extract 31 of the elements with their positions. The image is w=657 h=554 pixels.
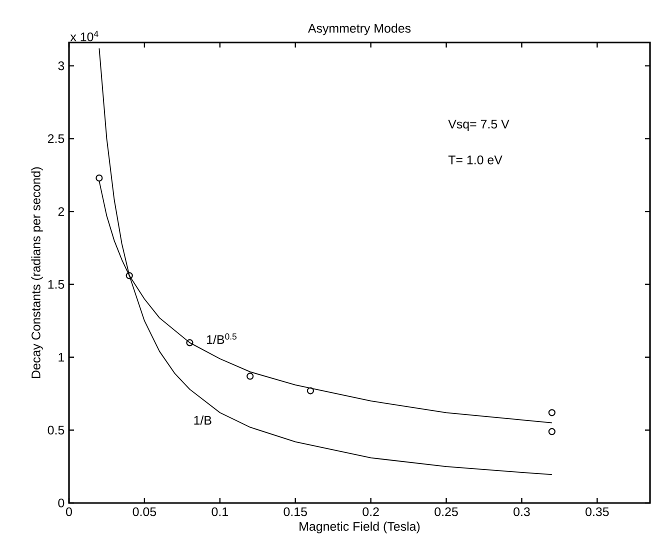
y-tick-label: 2.5 bbox=[48, 134, 64, 144]
point bbox=[548, 409, 556, 416]
y-tick-label: 3 bbox=[58, 61, 64, 70]
x-tick-label: 0.35 bbox=[586, 507, 609, 516]
annotation: T= 1.0 eV bbox=[448, 156, 502, 164]
y-tick-label: 2 bbox=[58, 207, 64, 216]
x-tick-label: 0.05 bbox=[132, 507, 156, 516]
line-series bbox=[98, 48, 552, 476]
point bbox=[548, 428, 556, 436]
x-tick-label: 0.25 bbox=[434, 507, 458, 516]
y-tick-label: 1.5 bbox=[48, 280, 64, 289]
annotation: Vsq= 7.5 V bbox=[448, 120, 510, 131]
point bbox=[306, 387, 314, 394]
annotation: 1/B bbox=[194, 416, 212, 425]
y-tick-label: 0.5 bbox=[48, 426, 64, 435]
chart-title: Asymmetry Modes bbox=[308, 24, 411, 36]
x-tick-label: 0.3 bbox=[514, 507, 530, 516]
y-tick-label: 1 bbox=[58, 352, 64, 362]
point bbox=[126, 272, 133, 280]
point bbox=[96, 174, 103, 182]
point bbox=[246, 372, 254, 380]
y-tick-label: 0 bbox=[58, 498, 64, 508]
x-tick-label: 0.1 bbox=[212, 507, 228, 516]
x-tick-label: 0.2 bbox=[362, 507, 379, 516]
y-axis-title: Decay Constants (radians per second) bbox=[31, 167, 43, 378]
text: x 10$^{4}$ bbox=[70, 30, 98, 42]
x-tick-label: 0 bbox=[66, 507, 72, 516]
point bbox=[186, 339, 194, 346]
annotation: 1/B$^{0.5}$ bbox=[207, 333, 237, 344]
x-tick-label: 0.15 bbox=[284, 507, 307, 516]
x-axis-title: Magnetic Field (Tesla) bbox=[300, 522, 420, 534]
